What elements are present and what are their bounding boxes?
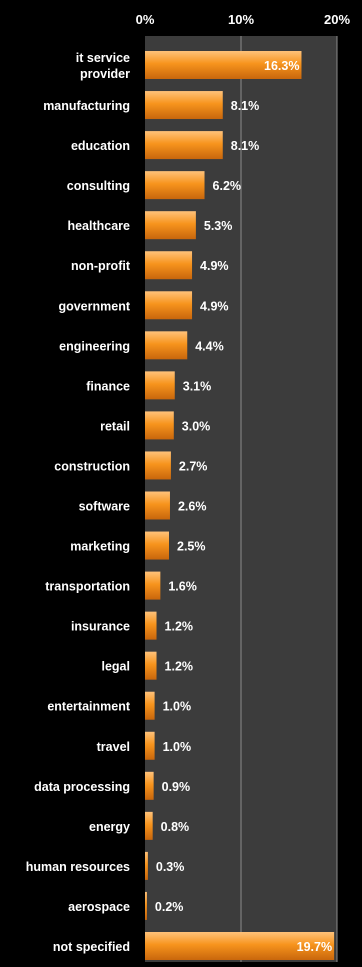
category-label: marketing	[70, 540, 130, 554]
category-label: travel	[97, 740, 130, 754]
bar	[145, 331, 188, 360]
category-label: engineering	[59, 339, 130, 353]
value-label: 2.5%	[177, 540, 206, 554]
category-label: insurance	[71, 620, 130, 634]
bar	[145, 851, 148, 880]
bar	[145, 371, 175, 400]
bar	[145, 531, 169, 560]
value-label: 0.8%	[161, 820, 190, 834]
value-label: 3.0%	[182, 419, 211, 433]
category-label: finance	[86, 379, 130, 393]
category-label: retail	[100, 419, 130, 433]
value-label: 0.9%	[162, 780, 191, 794]
category-label: construction	[54, 459, 130, 473]
value-label: 4.9%	[200, 259, 229, 273]
bar	[145, 771, 154, 800]
category-label: data processing	[34, 780, 130, 794]
category-label: entertainment	[47, 700, 130, 714]
category-label: aerospace	[68, 900, 130, 914]
bar	[145, 451, 171, 480]
category-label: non-profit	[71, 259, 131, 273]
bar	[145, 171, 205, 200]
category-label: not specified	[53, 940, 130, 954]
bar	[145, 251, 193, 280]
category-label: consulting	[67, 179, 130, 193]
bar	[145, 691, 155, 720]
category-label: healthcare	[67, 219, 130, 233]
value-label: 2.7%	[179, 459, 208, 473]
bar	[145, 731, 155, 760]
value-label: 1.0%	[163, 700, 192, 714]
category-label: legal	[102, 660, 131, 674]
category-label: education	[71, 139, 130, 153]
x-tick-label: 20%	[324, 12, 350, 27]
value-label: 8.1%	[231, 99, 260, 113]
value-label: 1.6%	[168, 580, 197, 594]
category-label: it service provider	[76, 51, 130, 81]
category-label: software	[79, 500, 130, 514]
value-label: 6.2%	[213, 179, 242, 193]
value-label: 0.2%	[155, 900, 184, 914]
bar	[145, 651, 157, 680]
bar	[145, 131, 223, 160]
value-label: 4.9%	[200, 299, 229, 313]
bar	[145, 611, 157, 640]
bar	[145, 291, 193, 320]
value-label: 0.3%	[156, 860, 185, 874]
value-label: 4.4%	[195, 339, 224, 353]
value-label: 8.1%	[231, 139, 260, 153]
category-label: energy	[89, 820, 130, 834]
bar	[145, 491, 170, 520]
bar	[145, 571, 161, 600]
category-label: government	[58, 299, 130, 313]
bar	[145, 811, 153, 840]
category-label: manufacturing	[43, 99, 130, 113]
bar	[145, 411, 174, 440]
value-label: 1.2%	[165, 660, 194, 674]
x-tick-label: 0%	[136, 12, 155, 27]
bar	[145, 51, 302, 79]
bar	[145, 891, 147, 920]
value-label: 1.2%	[165, 620, 194, 634]
x-tick-label: 10%	[228, 12, 254, 27]
category-label: transportation	[45, 580, 130, 594]
value-label: 3.1%	[183, 379, 212, 393]
bar	[145, 211, 196, 240]
value-label: 2.6%	[178, 500, 207, 514]
category-label: human resources	[26, 860, 130, 874]
value-label: 19.7%	[297, 940, 332, 954]
bar	[145, 91, 223, 120]
value-label: 16.3%	[264, 59, 299, 73]
bar	[145, 932, 335, 960]
value-label: 1.0%	[163, 740, 192, 754]
value-label: 5.3%	[204, 219, 233, 233]
